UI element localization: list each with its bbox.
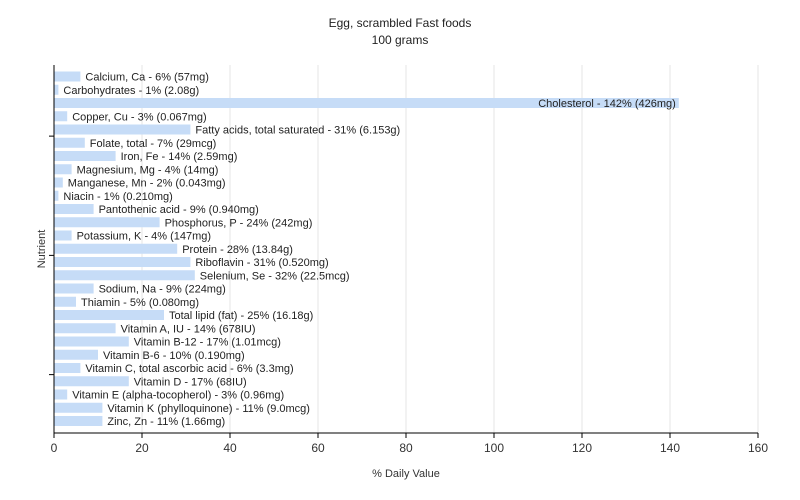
bar <box>54 164 72 175</box>
bar <box>54 416 103 426</box>
x-tick-label: 140 <box>660 441 680 455</box>
bar-label: Zinc, Zn - 11% (1.66mg) <box>107 416 225 428</box>
bar <box>54 230 72 241</box>
bar-label: Total lipid (fat) - 25% (16.18g) <box>169 310 313 322</box>
bar <box>54 389 68 400</box>
bar-label: Potassium, K - 4% (147mg) <box>77 231 212 243</box>
axes: 0 20 40 60 80 100 120 140 160 <box>49 65 768 455</box>
chart-title: Egg, scrambled Fast foods <box>329 16 472 30</box>
bar-label: Manganese, Mn - 2% (0.043mg) <box>68 178 226 190</box>
bar <box>54 151 116 161</box>
bar <box>54 190 59 201</box>
chart-subtitle: 100 grams <box>372 33 429 47</box>
x-tick-label: 0 <box>51 441 58 455</box>
bar-label: Pantothenic acid - 9% (0.940mg) <box>99 204 259 216</box>
bar-label: Vitamin C, total ascorbic acid - 6% (3.3… <box>85 363 293 375</box>
x-tick-label: 80 <box>399 441 413 455</box>
bar <box>54 257 191 267</box>
x-tick-label: 100 <box>484 441 504 455</box>
bar-label: Vitamin K (phylloquinone) - 11% (9.0mcg) <box>107 403 310 415</box>
x-tick-label: 120 <box>572 441 592 455</box>
bar <box>54 323 116 334</box>
bar <box>54 336 129 347</box>
bar-label: Cholesterol - 142% (426mg) <box>538 98 676 110</box>
x-axis-title: % Daily Value <box>372 468 440 480</box>
bar <box>54 402 103 413</box>
x-tick-label: 160 <box>748 441 768 455</box>
bar <box>54 376 129 387</box>
bar-label: Calcium, Ca - 6% (57mg) <box>85 72 208 84</box>
bar-label: Vitamin B-12 - 17% (1.01mcg) <box>134 337 281 349</box>
bar-label: Thiamin - 5% (0.080mg) <box>81 297 199 309</box>
bar <box>54 204 94 214</box>
bar <box>54 98 679 108</box>
x-tick-label: 40 <box>223 441 237 455</box>
bar-label: Protein - 28% (13.84g) <box>182 244 293 256</box>
bar <box>54 177 63 188</box>
bar <box>54 124 191 135</box>
bars <box>54 71 679 426</box>
bar <box>54 217 160 228</box>
bar-label: Carbohydrates - 1% (2.08g) <box>63 85 199 97</box>
bar <box>54 363 81 373</box>
bar <box>54 137 85 148</box>
bar <box>54 243 178 254</box>
bar-label: Sodium, Na - 9% (224mg) <box>99 284 226 296</box>
bar <box>54 270 195 281</box>
bar-label: Phosphorus, P - 24% (242mg) <box>165 217 313 229</box>
bar-label: Fatty acids, total saturated - 31% (6.15… <box>195 125 400 137</box>
bar <box>54 283 94 294</box>
bar <box>54 296 76 307</box>
bar <box>54 71 81 82</box>
bar-label: Vitamin E (alpha-tocopherol) - 3% (0.96m… <box>72 390 284 402</box>
y-axis-title: Nutrient <box>36 230 48 269</box>
bar <box>54 349 98 360</box>
bar-label: Vitamin A, IU - 14% (678IU) <box>121 323 256 335</box>
bar-label: Selenium, Se - 32% (22.5mcg) <box>200 270 350 282</box>
x-tick-label: 60 <box>311 441 325 455</box>
bar-label: Folate, total - 7% (29mcg) <box>90 138 217 150</box>
bar-label: Iron, Fe - 14% (2.59mg) <box>121 151 238 163</box>
bar <box>54 111 68 122</box>
bar-label: Magnesium, Mg - 4% (14mg) <box>77 164 219 176</box>
bar-label: Copper, Cu - 3% (0.067mg) <box>72 111 207 123</box>
bar-label: Riboflavin - 31% (0.520mg) <box>195 257 328 269</box>
bar <box>54 310 164 320</box>
bar-labels: Calcium, Ca - 6% (57mg)Carbohydrates - 1… <box>63 72 675 429</box>
bar-label: Niacin - 1% (0.210mg) <box>63 191 172 203</box>
x-tick-label: 20 <box>135 441 149 455</box>
bar <box>54 84 59 95</box>
bar-label: Vitamin B-6 - 10% (0.190mg) <box>103 350 245 362</box>
bar-label: Vitamin D - 17% (68IU) <box>134 376 247 388</box>
